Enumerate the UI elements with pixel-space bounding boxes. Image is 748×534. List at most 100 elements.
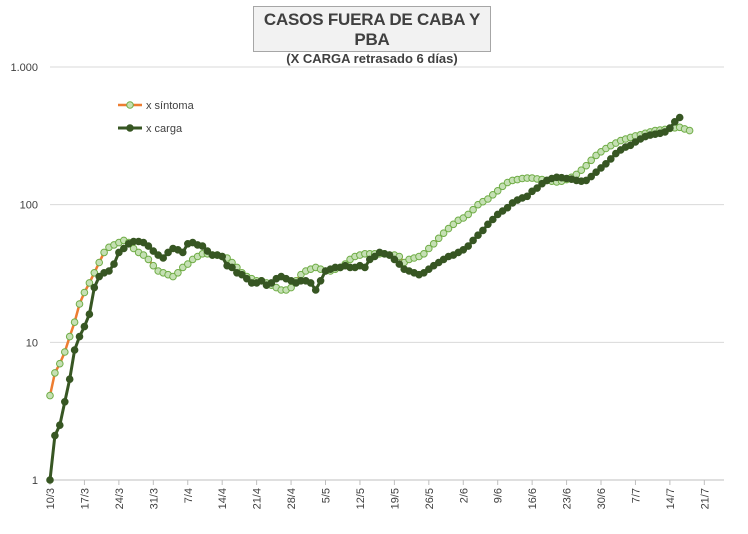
data-point	[56, 421, 64, 430]
data-point	[316, 277, 325, 285]
data-point	[484, 220, 492, 229]
data-point	[311, 286, 320, 294]
data-point	[587, 172, 596, 181]
data-point	[361, 263, 369, 272]
data-point	[267, 279, 276, 287]
data-point	[144, 255, 153, 264]
x-tick-label: 19/5	[389, 488, 401, 509]
data-point	[469, 236, 477, 245]
x-tick-label: 10/3	[45, 488, 57, 509]
y-tick-label: 1.000	[10, 62, 38, 74]
data-point	[602, 160, 610, 168]
x-tick-label: 17/3	[79, 488, 91, 509]
data-point	[169, 272, 177, 281]
data-point	[390, 255, 399, 264]
data-point	[218, 252, 226, 261]
data-point	[464, 242, 473, 250]
data-point	[464, 210, 473, 219]
data-point	[607, 155, 615, 163]
data-point	[661, 128, 669, 136]
data-point	[85, 279, 94, 287]
x-tick-label: 2/6	[458, 488, 470, 503]
data-point	[80, 322, 89, 331]
legend-label: x carga	[146, 123, 183, 135]
data-point	[582, 176, 591, 185]
data-point	[587, 156, 596, 165]
data-point	[46, 476, 54, 484]
data-point	[489, 215, 497, 224]
data-point	[444, 224, 453, 233]
data-point	[493, 187, 502, 195]
data-point	[203, 247, 212, 255]
data-point	[61, 398, 69, 406]
data-point	[144, 242, 153, 250]
data-point	[90, 269, 99, 277]
data-point	[184, 260, 192, 268]
data-point	[434, 234, 443, 243]
chart-title: CASOS FUERA DE CABA Y PBA	[263, 10, 481, 49]
data-point	[429, 240, 438, 248]
y-tick-label: 100	[20, 200, 38, 212]
data-point	[115, 248, 123, 257]
data-point	[498, 182, 507, 191]
data-point	[533, 184, 541, 192]
x-tick-label: 26/5	[424, 488, 436, 509]
data-point	[95, 258, 103, 267]
series-line-x-carga	[48, 116, 681, 481]
data-point	[479, 226, 487, 235]
legend-marker	[126, 124, 134, 132]
data-point	[685, 126, 694, 135]
data-point	[75, 300, 84, 308]
data-point	[70, 346, 79, 354]
data-point	[95, 272, 103, 281]
data-point	[385, 251, 394, 259]
data-point	[597, 164, 605, 172]
data-point	[503, 203, 512, 212]
x-tick-label: 9/6	[493, 488, 505, 503]
data-point	[228, 263, 236, 272]
data-point	[174, 269, 182, 277]
x-tick-label: 28/4	[286, 488, 298, 509]
data-point	[105, 267, 113, 275]
x-tick-label: 21/4	[252, 488, 264, 509]
data-point	[577, 166, 586, 174]
data-point	[61, 348, 69, 356]
data-point	[80, 288, 89, 297]
data-point	[75, 332, 84, 341]
x-tick-label: 14/4	[217, 488, 229, 509]
x-tick-label: 21/7	[699, 488, 711, 509]
data-point	[675, 113, 684, 122]
data-point	[489, 191, 497, 199]
y-tick-label: 10	[26, 337, 38, 349]
data-point	[612, 149, 620, 158]
data-point	[666, 124, 674, 132]
x-tick-label: 5/5	[321, 488, 333, 503]
data-point	[306, 279, 315, 287]
data-point	[70, 318, 79, 327]
data-point	[110, 260, 118, 268]
data-point	[120, 244, 128, 253]
data-point	[459, 246, 468, 254]
data-point	[484, 195, 492, 203]
chart-subtitle: (X CARGA retrasado 6 días)	[286, 51, 458, 66]
data-point	[159, 254, 167, 262]
data-point	[100, 248, 108, 257]
data-point	[46, 391, 54, 400]
x-tick-label: 31/3	[148, 488, 160, 509]
data-point	[425, 244, 433, 253]
data-point	[257, 277, 266, 285]
data-point	[139, 251, 148, 259]
data-point	[592, 168, 600, 176]
x-tick-label: 24/3	[114, 488, 126, 509]
data-point	[671, 118, 679, 126]
chart-title-box: CASOS FUERA DE CABA Y PBA (X CARGA retra…	[253, 6, 491, 66]
legend-marker	[126, 101, 134, 109]
data-point	[51, 369, 59, 377]
data-point	[149, 247, 158, 255]
data-point	[395, 260, 404, 268]
data-point	[439, 229, 448, 237]
data-point	[65, 375, 74, 384]
data-point	[56, 359, 64, 368]
